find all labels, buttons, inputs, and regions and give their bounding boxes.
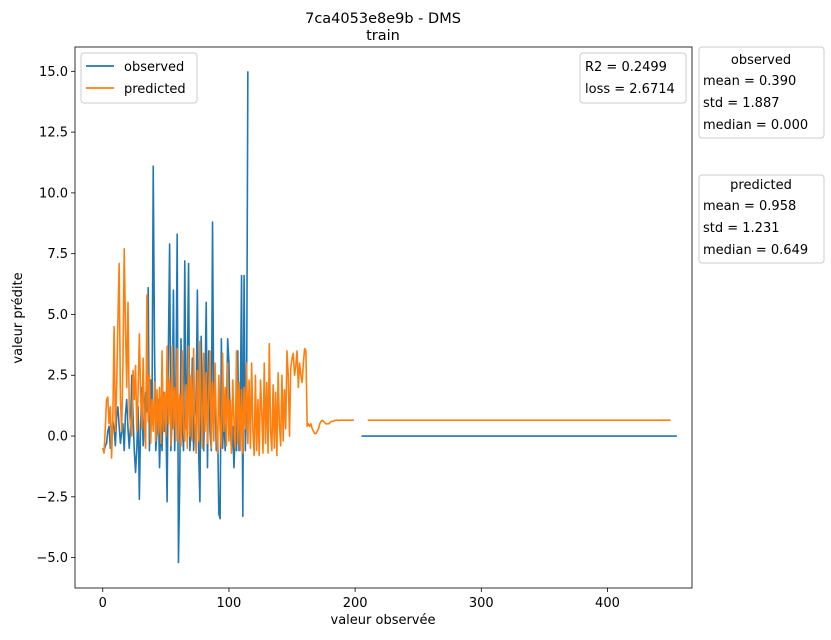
- x-axis-ticks: 0 100 200 300 400: [99, 588, 620, 611]
- y-tick-label: −2.5: [36, 490, 68, 505]
- stats-box-predicted: predicted mean = 0.958 std = 1.231 media…: [698, 174, 825, 264]
- y-tick-label: 5.0: [47, 308, 68, 323]
- metric-loss: loss = 2.6714: [585, 82, 675, 97]
- legend: observed predicted: [80, 52, 198, 104]
- stats-frame-observed: [698, 46, 825, 139]
- stats-frame-predicted: [698, 174, 825, 264]
- x-axis-label: valeur observée: [331, 613, 436, 628]
- x-tick-label: 400: [595, 596, 620, 611]
- x-tick-label: 200: [343, 596, 368, 611]
- y-axis-ticks: −5.0 −2.5 0.0 2.5 5.0 7.5 10.0 12.5 15.0: [36, 65, 75, 566]
- x-tick-label: 300: [469, 596, 494, 611]
- chart-title: 7ca4053e8e9b - DMS: [305, 11, 461, 27]
- y-tick-label: 10.0: [39, 186, 68, 201]
- series-line-predicted: [101, 248, 354, 459]
- stats-title-observed: observed: [731, 53, 791, 68]
- y-tick-label: 0.0: [47, 430, 68, 445]
- x-tick-label: 100: [217, 596, 242, 611]
- legend-label-observed: observed: [124, 60, 184, 75]
- y-tick-label: −5.0: [36, 551, 68, 566]
- stats-std-observed: std = 1.887: [703, 96, 780, 111]
- stats-std-predicted: std = 1.231: [703, 221, 780, 236]
- legend-label-predicted: predicted: [124, 82, 186, 97]
- stats-title-predicted: predicted: [730, 178, 792, 193]
- x-tick-label: 0: [99, 596, 107, 611]
- metrics-frame: [579, 52, 687, 104]
- stats-mean-predicted: mean = 0.958: [703, 199, 796, 214]
- stats-box-observed: observed mean = 0.390 std = 1.887 median…: [698, 46, 825, 139]
- series-group: [101, 71, 677, 564]
- y-tick-label: 7.5: [47, 247, 68, 262]
- y-tick-label: 2.5: [47, 369, 68, 384]
- plot-frame: [74, 46, 693, 589]
- metrics-box: R2 = 0.2499 loss = 2.6714: [579, 52, 687, 104]
- y-tick-label: 15.0: [39, 65, 68, 80]
- plot-area: [74, 46, 693, 589]
- metric-r2: R2 = 0.2499: [585, 60, 667, 75]
- stats-median-predicted: median = 0.649: [703, 243, 808, 258]
- chart-subtitle: train: [366, 28, 400, 44]
- stats-median-observed: median = 0.000: [703, 118, 808, 133]
- y-axis-label: valeur prédite: [11, 272, 26, 363]
- y-tick-label: 12.5: [39, 126, 68, 141]
- stats-mean-observed: mean = 0.390: [703, 74, 796, 89]
